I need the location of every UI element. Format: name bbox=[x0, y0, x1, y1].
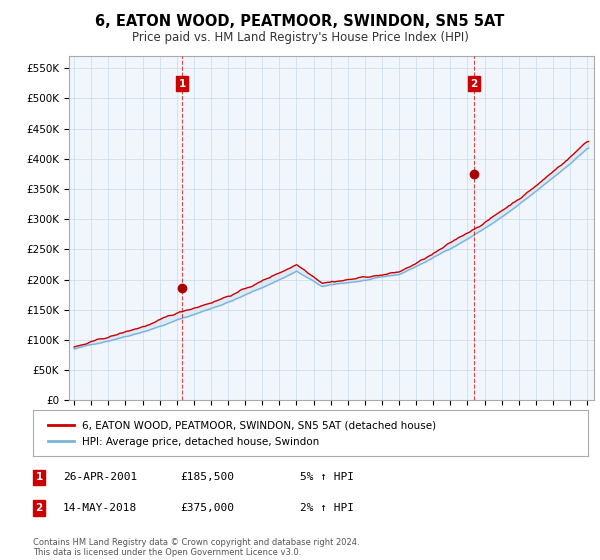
Legend: 6, EATON WOOD, PEATMOOR, SWINDON, SN5 5AT (detached house), HPI: Average price, : 6, EATON WOOD, PEATMOOR, SWINDON, SN5 5A… bbox=[44, 416, 440, 451]
Text: £375,000: £375,000 bbox=[180, 503, 234, 513]
Text: £185,500: £185,500 bbox=[180, 472, 234, 482]
Text: 2: 2 bbox=[35, 503, 43, 513]
Text: Price paid vs. HM Land Registry's House Price Index (HPI): Price paid vs. HM Land Registry's House … bbox=[131, 31, 469, 44]
Text: 14-MAY-2018: 14-MAY-2018 bbox=[63, 503, 137, 513]
Text: 26-APR-2001: 26-APR-2001 bbox=[63, 472, 137, 482]
Text: Contains HM Land Registry data © Crown copyright and database right 2024.
This d: Contains HM Land Registry data © Crown c… bbox=[33, 538, 359, 557]
Text: 1: 1 bbox=[35, 472, 43, 482]
Text: 6, EATON WOOD, PEATMOOR, SWINDON, SN5 5AT: 6, EATON WOOD, PEATMOOR, SWINDON, SN5 5A… bbox=[95, 14, 505, 29]
Text: 2% ↑ HPI: 2% ↑ HPI bbox=[300, 503, 354, 513]
Text: 5% ↑ HPI: 5% ↑ HPI bbox=[300, 472, 354, 482]
Text: 2: 2 bbox=[470, 78, 478, 88]
Text: 1: 1 bbox=[179, 78, 186, 88]
